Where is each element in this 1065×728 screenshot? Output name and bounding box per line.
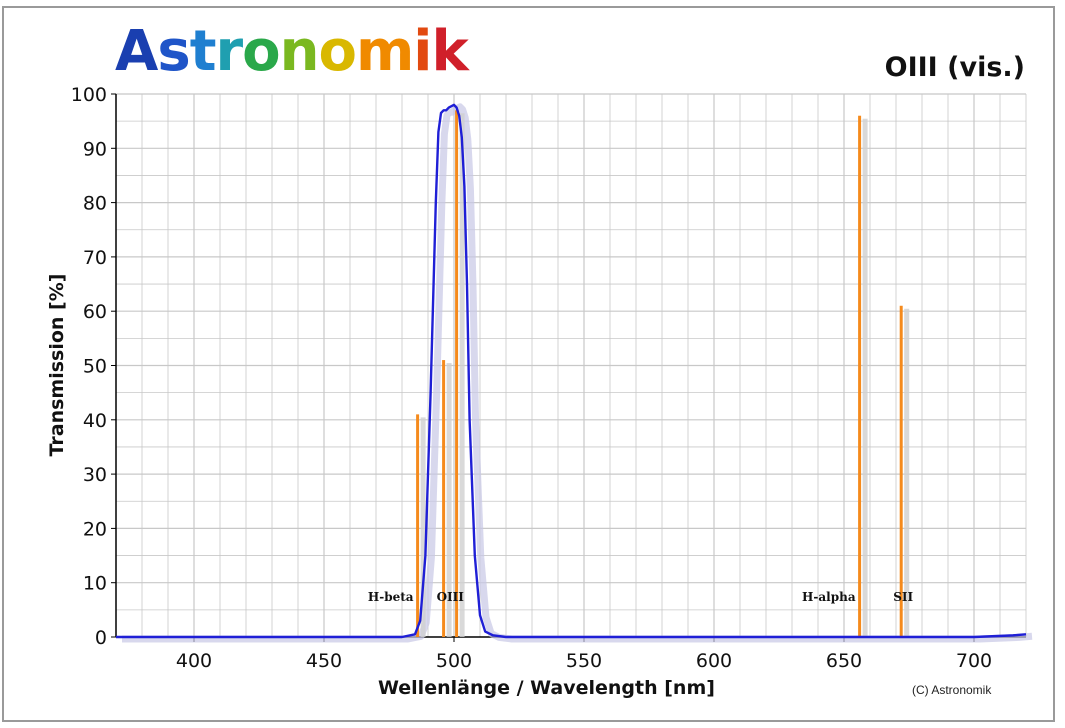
logo-letter: s bbox=[157, 19, 190, 84]
y-tick-label: 30 bbox=[83, 464, 107, 486]
filter-curve-shadow bbox=[122, 103, 1033, 643]
emission-line-label: OIII bbox=[437, 590, 465, 604]
logo-letter: m bbox=[355, 19, 414, 84]
logo-letter: o bbox=[242, 19, 280, 84]
chart-title: OIII (vis.) bbox=[884, 52, 1025, 83]
emission-line-label: H-beta bbox=[368, 590, 414, 604]
emission-line bbox=[416, 414, 420, 637]
logo-letter: A bbox=[115, 19, 158, 84]
emission-line bbox=[442, 360, 446, 637]
y-tick-label: 100 bbox=[71, 84, 107, 106]
emission-line-label: H-alpha bbox=[802, 590, 856, 604]
logo-letter: t bbox=[189, 19, 217, 84]
x-tick-label: 450 bbox=[306, 650, 342, 672]
x-tick-label: 650 bbox=[826, 650, 862, 672]
emission-line-shadow bbox=[904, 308, 910, 637]
astronomik-logo: Astronomik bbox=[115, 19, 469, 84]
x-tick-label: 500 bbox=[436, 650, 472, 672]
logo-letter: o bbox=[318, 19, 356, 84]
y-tick-label: 40 bbox=[83, 410, 107, 432]
x-axis-label: Wellenlänge / Wavelength [nm] bbox=[378, 677, 715, 699]
y-tick-label: 50 bbox=[83, 356, 107, 378]
emission-line-shadow bbox=[446, 363, 452, 637]
emission-line-shadow bbox=[459, 113, 465, 638]
emission-line-label: SII bbox=[893, 590, 913, 604]
y-tick-label: 90 bbox=[83, 138, 107, 160]
x-tick-label: 550 bbox=[566, 650, 602, 672]
logo-letter: n bbox=[279, 19, 320, 84]
y-tick-label: 0 bbox=[95, 627, 107, 649]
y-tick-label: 80 bbox=[83, 193, 107, 215]
y-tick-label: 70 bbox=[83, 247, 107, 269]
emission-line bbox=[858, 115, 862, 638]
x-tick-label: 600 bbox=[696, 650, 732, 672]
logo-letter: k bbox=[431, 19, 469, 84]
copyright-note: (C) Astronomik bbox=[912, 683, 992, 697]
x-tick-label: 400 bbox=[176, 650, 212, 672]
y-tick-label: 10 bbox=[83, 573, 107, 595]
logo-letter: i bbox=[413, 19, 432, 84]
emission-line-shadow bbox=[420, 417, 426, 637]
filter-transmission-curve bbox=[116, 103, 1027, 639]
logo-letter: r bbox=[215, 19, 243, 84]
y-tick-label: 60 bbox=[83, 301, 107, 323]
emission-line bbox=[899, 305, 903, 637]
x-tick-label: 700 bbox=[956, 650, 992, 672]
y-axis-label: Transmission [%] bbox=[46, 273, 68, 457]
emission-line-shadow bbox=[862, 118, 868, 638]
emission-line bbox=[455, 110, 459, 638]
y-tick-label: 20 bbox=[83, 518, 107, 540]
